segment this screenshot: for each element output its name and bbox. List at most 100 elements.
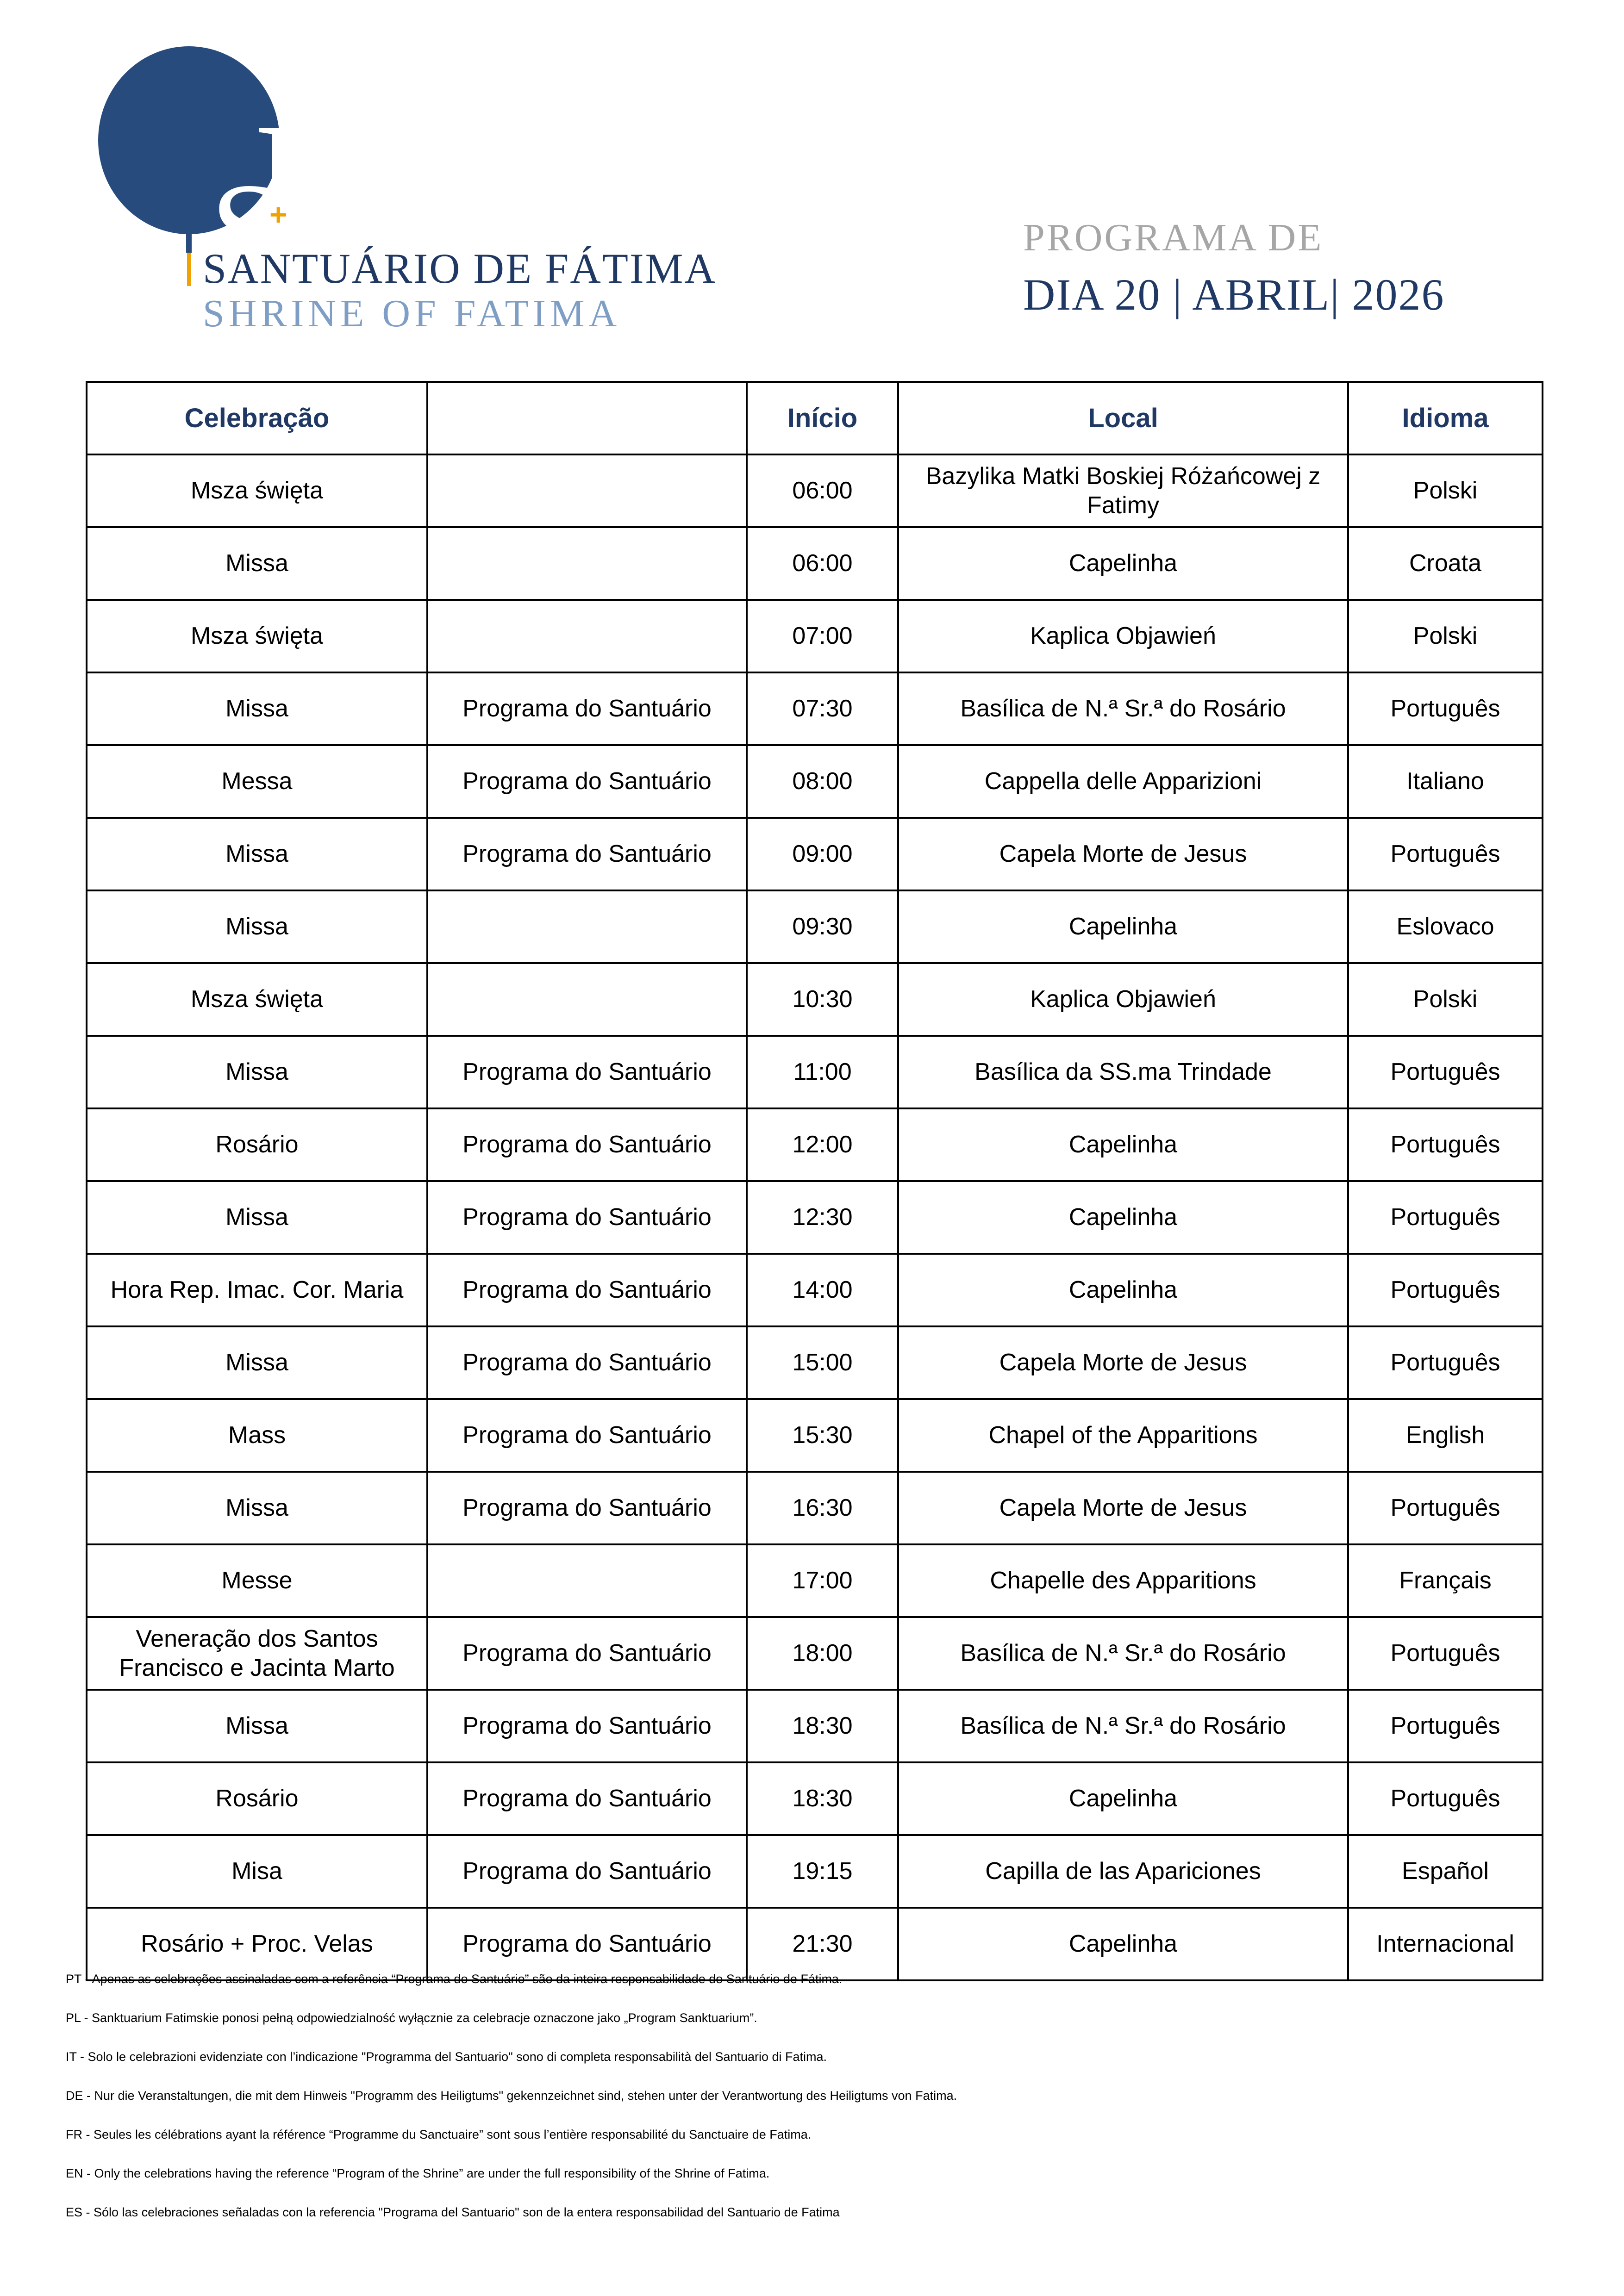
cell-local: Capelinha xyxy=(897,1907,1349,1981)
table-row: Misa Programa do Santuário 19:15 Capilla de… xyxy=(86,1834,1543,1909)
cell-celebracao: Rosário + Proc. Velas xyxy=(86,1907,428,1981)
table-row: Rosário Programa do Santuário 18:30 Capelin… xyxy=(86,1761,1543,1836)
header-local: Local xyxy=(897,381,1349,455)
table-header-row: Celebração Início Local Idioma xyxy=(86,381,1543,455)
cell-local: Basílica da SS.ma Trindade xyxy=(897,1035,1349,1109)
cell-inicio: 06:00 xyxy=(746,454,899,528)
table-row: Msza święta 10:30 Kaplica Objawień Polski xyxy=(86,962,1543,1037)
cell-inicio: 14:00 xyxy=(746,1253,899,1327)
cell-celebracao: Missa xyxy=(86,1471,428,1545)
cell-programa: Programa do Santuário xyxy=(426,1108,748,1182)
cell-idioma: Español xyxy=(1347,1834,1543,1909)
logo-stem xyxy=(186,212,192,253)
cell-celebracao: Msza święta xyxy=(86,454,428,528)
cell-programa: Programa do Santuário xyxy=(426,1907,748,1981)
cell-idioma: English xyxy=(1347,1398,1543,1473)
cell-celebracao: Missa xyxy=(86,672,428,746)
cell-programa xyxy=(426,454,748,528)
cell-inicio: 11:00 xyxy=(746,1035,899,1109)
logo-name-portuguese: SANTUÁRIO DE FÁTIMA xyxy=(203,245,717,292)
cell-idioma: Português xyxy=(1347,1471,1543,1545)
cell-inicio: 07:00 xyxy=(746,599,899,673)
cell-inicio: 16:30 xyxy=(746,1471,899,1545)
footnote-line: FR - Seules les célébrations ayant la ré… xyxy=(66,2128,812,2141)
cell-local: Kaplica Objawień xyxy=(897,962,1349,1037)
cell-inicio: 18:00 xyxy=(746,1616,899,1691)
cell-celebracao: Rosário xyxy=(86,1761,428,1836)
cell-programa: Programa do Santuário xyxy=(426,1398,748,1473)
footnote-line: PL - Sanktuarium Fatimskie ponosi pełną … xyxy=(66,2011,757,2025)
cell-idioma: Português xyxy=(1347,1761,1543,1836)
cell-inicio: 19:15 xyxy=(746,1834,899,1909)
header-programa xyxy=(426,381,748,455)
table-row: Missa Programa do Santuário 12:30 Capelinha… xyxy=(86,1180,1543,1255)
logo-oval-icon: S F + xyxy=(98,46,340,297)
cell-local: Capela Morte de Jesus xyxy=(897,817,1349,891)
cell-idioma: Português xyxy=(1347,1616,1543,1691)
cell-idioma: Português xyxy=(1347,1253,1543,1327)
cell-local: Kaplica Objawień xyxy=(897,599,1349,673)
cell-inicio: 07:30 xyxy=(746,672,899,746)
cell-idioma: Português xyxy=(1347,1689,1543,1763)
cell-celebracao: Veneração dos Santos Francisco e Jacinta… xyxy=(86,1616,428,1691)
cell-programa: Programa do Santuário xyxy=(426,1253,748,1327)
cell-local: Capelinha xyxy=(897,1761,1349,1836)
cell-idioma: Português xyxy=(1347,1325,1543,1400)
table-row: Messe 17:00 Chapelle des Apparitions França… xyxy=(86,1543,1543,1618)
cell-inicio: 12:00 xyxy=(746,1108,899,1182)
table-row: Hora Rep. Imac. Cor. Maria Programa do Sa… xyxy=(86,1253,1543,1327)
cell-programa: Programa do Santuário xyxy=(426,672,748,746)
header-idioma: Idioma xyxy=(1347,381,1543,455)
cell-programa: Programa do Santuário xyxy=(426,1035,748,1109)
cell-programa: Programa do Santuário xyxy=(426,1180,748,1255)
cell-programa: Programa do Santuário xyxy=(426,1689,748,1763)
cell-celebracao: Missa xyxy=(86,890,428,964)
cell-programa: Programa do Santuário xyxy=(426,1471,748,1545)
logo-monogram-f: F xyxy=(255,93,340,261)
cell-celebracao: Rosário xyxy=(86,1108,428,1182)
table-row: Msza święta 06:00 Bazylika Matki Boskiej R… xyxy=(86,454,1543,528)
cell-celebracao: Missa xyxy=(86,526,428,601)
cell-programa xyxy=(426,962,748,1037)
cell-programa: Programa do Santuário xyxy=(426,744,748,819)
cell-programa xyxy=(426,526,748,601)
cell-idioma: Français xyxy=(1347,1543,1543,1618)
cell-celebracao: Hora Rep. Imac. Cor. Maria xyxy=(86,1253,428,1327)
cell-inicio: 06:00 xyxy=(746,526,899,601)
footnote-line: ES - Sólo las celebraciones señaladas co… xyxy=(66,2205,840,2219)
footnote-line: PT - Apenas as celebrações assinaladas c… xyxy=(66,1972,843,1986)
cell-local: Chapelle des Apparitions xyxy=(897,1543,1349,1618)
logo-gold-bar xyxy=(187,253,191,286)
cell-local: Cappella delle Apparizioni xyxy=(897,744,1349,819)
cell-programa xyxy=(426,890,748,964)
cell-celebracao: Misa xyxy=(86,1834,428,1909)
cell-inicio: 09:30 xyxy=(746,890,899,964)
cell-inicio: 18:30 xyxy=(746,1689,899,1763)
table-row: Veneração dos Santos Francisco e Jacinta… xyxy=(86,1616,1543,1691)
cell-idioma: Polski xyxy=(1347,599,1543,673)
cell-local: Capelinha xyxy=(897,1108,1349,1182)
cell-inicio: 08:00 xyxy=(746,744,899,819)
cell-idioma: Polski xyxy=(1347,454,1543,528)
cell-local: Basílica de N.ª Sr.ª do Rosário xyxy=(897,672,1349,746)
cell-celebracao: Missa xyxy=(86,1689,428,1763)
table-row: Messa Programa do Santuário 08:00 Cappella … xyxy=(86,744,1543,819)
cell-inicio: 21:30 xyxy=(746,1907,899,1981)
footnote-line: IT - Solo le celebrazioni evidenziate co… xyxy=(66,2050,827,2064)
footnote-line: DE - Nur die Veranstaltungen, die mit de… xyxy=(66,2089,957,2103)
table-row: Missa 06:00 Capelinha Croata xyxy=(86,526,1543,601)
cell-programa: Programa do Santuário xyxy=(426,1325,748,1400)
cell-local: Capelinha xyxy=(897,526,1349,601)
cell-idioma: Eslovaco xyxy=(1347,890,1543,964)
schedule-table: Celebração Início Local Idioma Msza świę… xyxy=(86,381,1543,1981)
cell-idioma: Polski xyxy=(1347,962,1543,1037)
cell-programa: Programa do Santuário xyxy=(426,1616,748,1691)
program-title-line1: PROGRAMA DE xyxy=(1023,216,1324,259)
cell-local: Capelinha xyxy=(897,890,1349,964)
program-title-date: DIA 20 | ABRIL| 2026 xyxy=(1023,270,1445,319)
header-inicio: Início xyxy=(746,381,899,455)
cell-inicio: 09:00 xyxy=(746,817,899,891)
cell-local: Capela Morte de Jesus xyxy=(897,1471,1349,1545)
cell-inicio: 15:00 xyxy=(746,1325,899,1400)
